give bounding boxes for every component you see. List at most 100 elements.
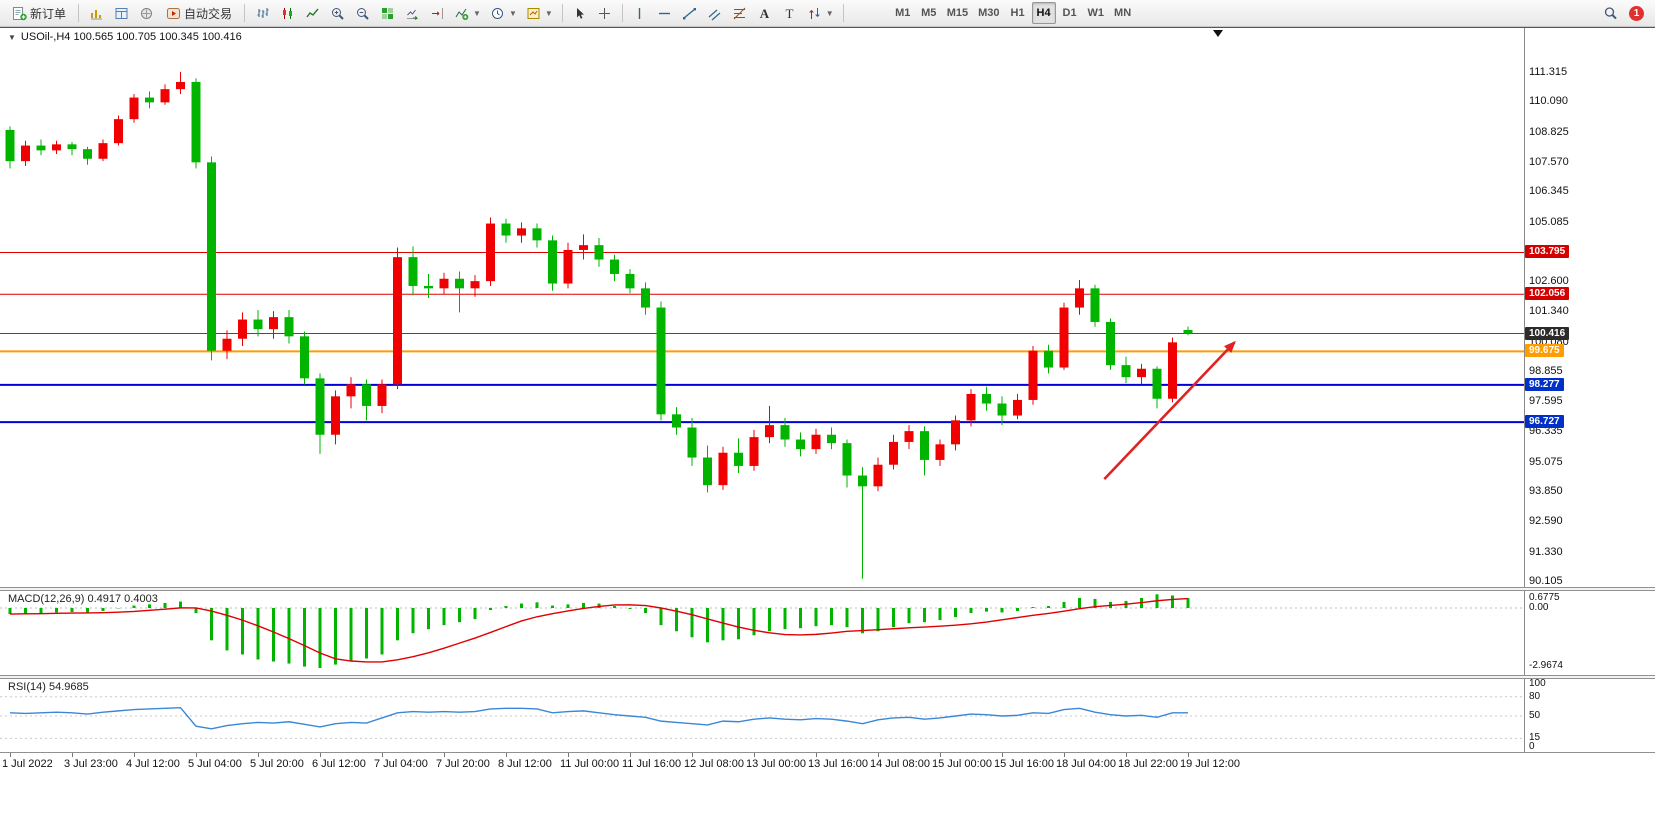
price-axis-label: 97.595 [1529, 395, 1563, 408]
trendline-button[interactable] [678, 2, 702, 24]
navigator-button[interactable] [134, 2, 158, 24]
data-window-icon [115, 7, 128, 19]
chevron-down-icon: ▼ [544, 8, 553, 18]
rsi-label: RSI(14) 54.9685 [8, 681, 89, 693]
trend-arrow-object[interactable] [1103, 340, 1236, 481]
timeframe-h1[interactable]: H1 [1006, 2, 1030, 24]
crosshair-button[interactable] [593, 2, 617, 24]
price-axis[interactable]: 111.315 110.090 108.825 107.570 106.345 105.0… [1525, 28, 1655, 587]
timeframe-m15[interactable]: M15 [943, 2, 972, 24]
time-tick [258, 753, 259, 757]
macd-scale-min: -2.9674 [1529, 660, 1563, 671]
time-tick [878, 753, 879, 757]
template-icon [527, 7, 540, 19]
price-axis-label: 92.590 [1529, 515, 1563, 528]
arrows-dropdown[interactable]: ▼ [803, 2, 838, 24]
price-tag: 98.277 [1525, 377, 1564, 391]
candlestick-icon [282, 7, 292, 19]
time-axis-label: 4 Jul 12:00 [126, 758, 180, 770]
cursor-button[interactable] [568, 2, 592, 24]
macd-signal-line [9, 597, 1189, 663]
toolbar-separator [842, 4, 844, 22]
data-window-button[interactable] [109, 2, 133, 24]
vertical-line-button[interactable] [628, 2, 652, 24]
autotrading-label: 自动交易 [184, 6, 233, 21]
autotrading-button[interactable]: 自动交易 [159, 2, 239, 24]
candlestick-chart-button[interactable] [275, 2, 299, 24]
tile-windows-button[interactable] [375, 2, 399, 24]
template-dropdown[interactable]: ▼ [522, 2, 557, 24]
price-tag: 99.675 [1525, 344, 1564, 358]
time-axis-label: 7 Jul 04:00 [374, 758, 428, 770]
time-tick [506, 753, 507, 757]
macd-panel-resize-handle[interactable] [0, 587, 1655, 591]
time-tick [816, 753, 817, 757]
time-tick [1188, 753, 1189, 757]
chart-shift-button[interactable] [425, 2, 449, 24]
time-axis-label: 11 Jul 16:00 [622, 758, 682, 770]
time-axis-label: 15 Jul 00:00 [932, 758, 992, 770]
chart-ohlc-title: ▼ USOil-,H4 100.565 100.705 100.345 100.… [8, 31, 242, 43]
new-order-button[interactable]: 新订单 [5, 2, 73, 24]
one-click-toggle-icon[interactable]: ▼ [8, 32, 16, 42]
text-label-button[interactable]: T [778, 2, 802, 24]
notification-badge[interactable]: 1 [1629, 5, 1644, 21]
toolbar-separator [561, 4, 563, 22]
timeframe-m5[interactable]: M5 [917, 2, 941, 24]
time-tick [940, 753, 941, 757]
timeframe-w1[interactable]: W1 [1084, 2, 1109, 24]
price-chart-canvas[interactable] [0, 28, 1524, 587]
chart-window: ▼ USOil-,H4 100.565 100.705 100.345 100.… [0, 27, 1655, 820]
time-axis-label: 7 Jul 20:00 [436, 758, 490, 770]
macd-axis[interactable]: 0.6775 0.00 -2.9674 [1525, 591, 1655, 675]
time-tick [1064, 753, 1065, 757]
time-axis-label: 18 Jul 04:00 [1056, 758, 1116, 770]
bar-chart-icon [257, 7, 269, 18]
time-tick [196, 753, 197, 757]
time-tick [320, 753, 321, 757]
market-watch-button[interactable] [84, 2, 108, 24]
zoom-in-button[interactable] [325, 2, 349, 24]
auto-scroll-button[interactable] [400, 2, 424, 24]
timeframe-mn[interactable]: MN [1110, 2, 1135, 24]
line-chart-button[interactable] [300, 2, 324, 24]
macd-panel-canvas[interactable] [0, 591, 1524, 675]
svg-text:A: A [760, 6, 770, 21]
search-button[interactable] [1598, 2, 1622, 24]
rsi-axis-label: 100 [1529, 678, 1546, 689]
time-tick [568, 753, 569, 757]
price-tag: 96.727 [1525, 415, 1564, 429]
fibonacci-button[interactable] [728, 2, 752, 24]
time-axis[interactable]: 1 Jul 2022 3 Jul 23:00 4 Jul 12:00 5 Jul 04… [0, 753, 1655, 777]
time-axis-label: 13 Jul 00:00 [746, 758, 806, 770]
time-tick [1126, 753, 1127, 757]
time-tick [1002, 753, 1003, 757]
timeframe-m30[interactable]: M30 [974, 2, 1003, 24]
rsi-panel-canvas[interactable] [0, 679, 1524, 752]
candles-layer [5, 71, 1193, 579]
period-dropdown[interactable]: ▼ [486, 2, 521, 24]
time-axis-label: 11 Jul 00:00 [560, 758, 620, 770]
price-axis-label: 108.825 [1529, 125, 1569, 138]
zoom-out-button[interactable] [350, 2, 374, 24]
text-button[interactable]: A [753, 2, 777, 24]
toolbar: 新订单 自动交易 [0, 0, 1655, 27]
price-axis-label: 101.340 [1529, 305, 1569, 318]
horizontal-lines-layer[interactable] [0, 251, 1524, 424]
bar-chart-button[interactable] [250, 2, 274, 24]
timeframe-h4[interactable]: H4 [1031, 2, 1056, 24]
autotrading-icon [167, 7, 181, 19]
chevron-down-icon: ▼ [508, 8, 517, 18]
indicators-dropdown[interactable]: ▼ [450, 2, 485, 24]
timeframe-m1[interactable]: M1 [891, 2, 915, 24]
time-axis-label: 13 Jul 16:00 [808, 758, 868, 770]
timeframe-group: M1 M5 M15 M30 H1 H4 D1 W1 MN [891, 2, 1135, 24]
equidistant-channel-button[interactable] [703, 2, 727, 24]
timeframe-d1[interactable]: D1 [1058, 2, 1082, 24]
price-axis-label: 110.090 [1529, 95, 1568, 108]
rsi-panel-resize-handle[interactable] [0, 675, 1655, 679]
horizontal-line-button[interactable] [653, 2, 677, 24]
rsi-axis[interactable]: 100 80 50 15 0 [1525, 679, 1655, 752]
trendline-icon [683, 7, 697, 19]
arrows-icon [809, 7, 820, 19]
